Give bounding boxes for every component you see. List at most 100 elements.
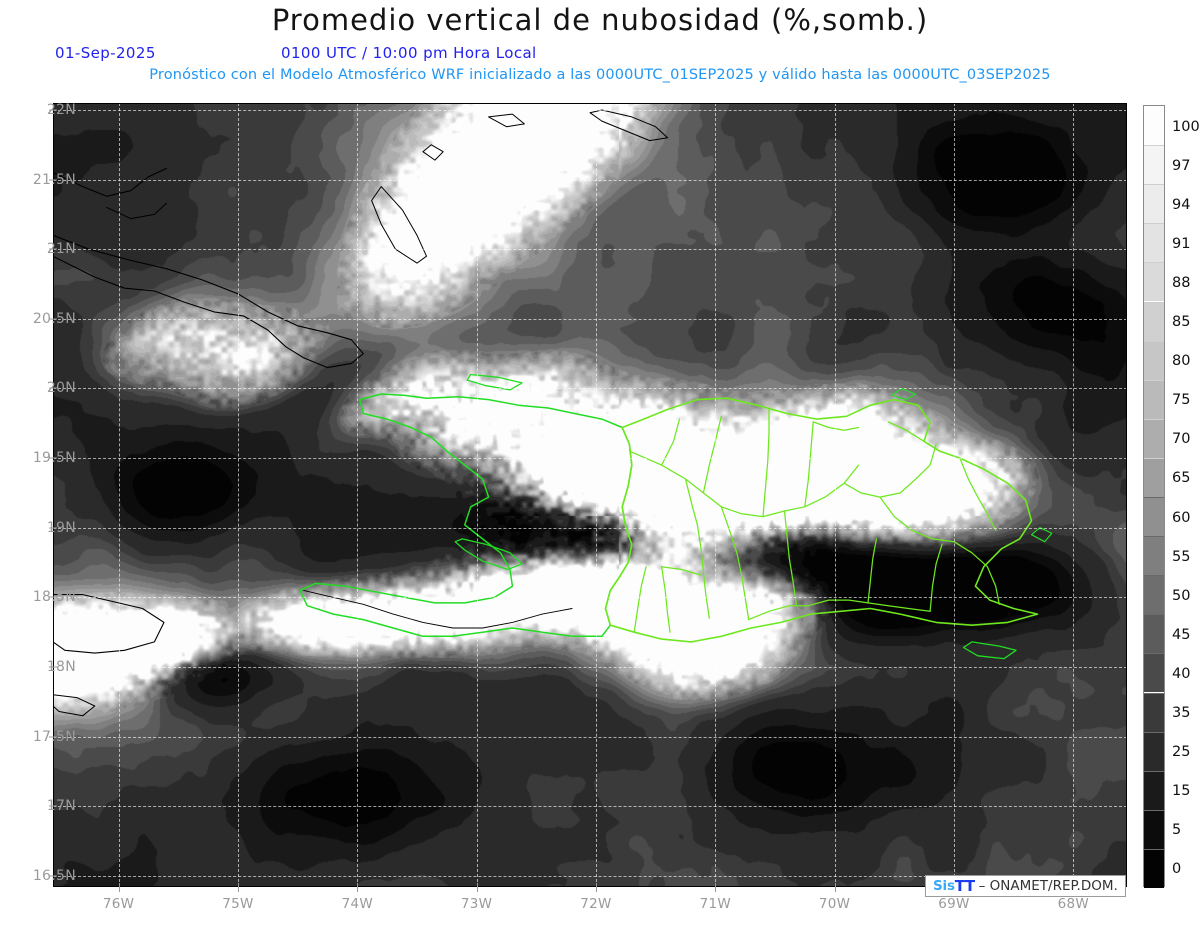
brand-prefix-text: Sis: [933, 878, 955, 894]
colorbar-tick-separator: [1144, 536, 1164, 538]
colorbar-label: 65: [1172, 470, 1191, 487]
chart-header: Promedio vertical de nubosidad (%,somb.)…: [0, 0, 1200, 100]
province-boundary-dr: [929, 543, 943, 612]
colorbar-band: [1144, 848, 1164, 888]
province-boundary-dr: [748, 605, 810, 621]
y-axis-label: 18N: [46, 658, 76, 675]
colorbar-tick-separator: [1144, 692, 1164, 694]
colorbar-label: 88: [1172, 274, 1191, 291]
x-axis-tick: [715, 883, 717, 892]
x-axis-label: 69W: [938, 896, 970, 912]
province-boundary-dr: [783, 464, 860, 512]
model-run-description: Pronóstico con el Modelo Atmosférico WRF…: [149, 67, 1051, 83]
province-boundary-dr: [887, 421, 925, 443]
province-boundary-dr: [804, 421, 814, 508]
colorbar-label: 94: [1172, 196, 1191, 213]
colorbar-label: 85: [1172, 314, 1191, 330]
coastline-great-inagua: [371, 186, 427, 264]
cloud-cover-shading: [53, 103, 1127, 887]
y-axis-tick: [49, 387, 57, 389]
province-boundary-dr: [762, 408, 770, 518]
x-axis-tick: [595, 883, 597, 892]
colorbar-band: [1144, 614, 1164, 654]
colorbar-band: [1144, 809, 1164, 849]
y-axis-label: 16.5N: [32, 867, 76, 884]
subtitle-row: 01-Sep-2025 0100 UTC / 10:00 pm Hora Loc…: [0, 44, 1200, 64]
colorbar-tick-separator: [1144, 809, 1164, 811]
province-boundary-dr: [953, 541, 1000, 605]
colorbar-tick-separator: [1144, 653, 1164, 655]
colorbar-band: [1144, 379, 1164, 419]
colorbar-tick-separator: [1144, 418, 1164, 420]
x-axis-tick: [357, 883, 359, 892]
province-boundary-dr: [684, 478, 710, 619]
x-axis-label: 75W: [222, 896, 254, 912]
colorbar-label: 15: [1172, 783, 1191, 800]
province-boundary-dr: [879, 496, 955, 543]
x-axis-tick: [476, 883, 478, 892]
colorbar-tick-separator: [1144, 262, 1164, 264]
page-title: Promedio vertical de nubosidad (%,somb.): [271, 3, 929, 37]
colorbar-band: [1144, 301, 1164, 341]
y-axis-label: 18.5N: [32, 589, 76, 606]
colorbar-band: [1144, 106, 1164, 146]
y-axis-tick: [49, 457, 57, 459]
colorbar-tick-separator: [1144, 770, 1164, 772]
y-axis-label: 19N: [46, 519, 76, 536]
y-axis-tick: [49, 596, 57, 598]
map-plot-area: [53, 103, 1127, 887]
colorbar-tick-separator: [1144, 145, 1164, 147]
colorbar-label: 50: [1172, 587, 1191, 604]
colorbar-tick-separator: [1144, 184, 1164, 186]
y-axis-tick: [49, 527, 57, 529]
y-axis-label: 21.5N: [32, 171, 76, 188]
colorbar-band: [1144, 418, 1164, 458]
map-overlay-vectors: [53, 109, 1053, 717]
island-islet-north: [891, 387, 917, 401]
colorbar-tick-separator: [1144, 223, 1164, 225]
x-axis-tick: [834, 883, 836, 892]
y-axis-tick: [49, 736, 57, 738]
x-axis-tick: [118, 883, 120, 892]
y-axis-label: 19.5N: [32, 450, 76, 467]
coastline-turks-caicos: [589, 109, 669, 142]
colorbar-label: 0: [1172, 861, 1182, 878]
colorbar-band: [1144, 457, 1164, 497]
coastline-cay-small: [488, 113, 525, 128]
colorbar-label: 35: [1172, 705, 1191, 721]
brand-mark-icon: TT: [954, 877, 975, 895]
province-boundary-dr: [633, 566, 647, 633]
colorbar-label: 97: [1172, 157, 1191, 174]
province-boundary-dr: [867, 602, 931, 612]
colorbar-band: [1144, 145, 1164, 185]
colorbar-band: [1144, 536, 1164, 576]
valid-time-label: 0100 UTC / 10:00 pm Hora Local: [281, 44, 537, 62]
border-dominican-republic: [604, 397, 1039, 643]
island-catalina: [1030, 527, 1053, 543]
colorbar-label: 25: [1172, 744, 1191, 761]
x-axis-label: 71W: [699, 896, 732, 912]
y-axis-label: 17.5N: [32, 728, 76, 745]
colorbar-band: [1144, 497, 1164, 537]
province-boundary-dr: [628, 450, 722, 508]
colorbar-tick-separator: [1144, 457, 1164, 459]
province-boundary-dr: [959, 457, 997, 532]
colorbar: [1143, 105, 1165, 888]
colorbar-band: [1144, 340, 1164, 380]
y-axis-label: 21N: [46, 241, 76, 258]
agency-label: – ONAMET/REP.DOM.: [978, 878, 1118, 894]
x-axis-label: 74W: [341, 896, 374, 912]
y-axis-tick: [49, 875, 57, 877]
y-axis-tick: [49, 318, 57, 320]
y-axis-label: 22N: [46, 101, 76, 118]
coastline-cay-tiny: [422, 144, 444, 161]
province-boundary-dr: [867, 538, 878, 604]
colorbar-band: [1144, 262, 1164, 302]
colorbar-tick-separator: [1144, 340, 1164, 342]
x-axis-label: 72W: [580, 896, 612, 912]
province-boundary-dr: [660, 566, 702, 576]
y-axis-label: 17N: [46, 798, 76, 815]
province-boundary-dr: [702, 415, 722, 494]
map-plot-container: [49, 103, 1127, 892]
y-axis-label: 20.5N: [32, 310, 76, 327]
